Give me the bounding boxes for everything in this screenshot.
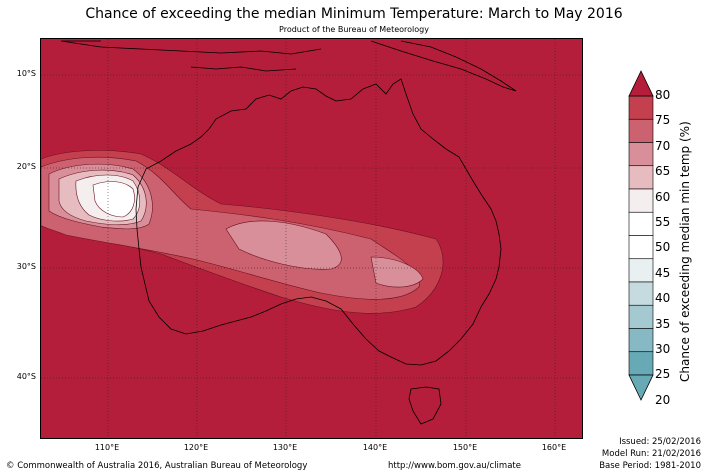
map-canvas: [41, 39, 582, 438]
colorbar-tick-60: 60: [655, 190, 671, 204]
indonesia-coastline: [60, 40, 322, 72]
lon-label-140e: 140°E: [362, 443, 388, 452]
colorbar-tick-35: 35: [655, 317, 671, 331]
colorbar-tick-55: 55: [655, 215, 671, 229]
map-subtitle: Product of the Bureau of Meteorology: [279, 25, 429, 34]
colorbar-tick-80: 80: [655, 88, 671, 102]
colorbar-tick-45: 45: [655, 266, 671, 280]
colorbar: [628, 70, 654, 401]
colorbar-tick-65: 65: [655, 164, 671, 178]
lat-label-40s: 40°S: [16, 372, 36, 381]
colorbar-bands: [628, 95, 654, 376]
source-url[interactable]: http://www.bom.gov.au/climate: [388, 461, 521, 471]
colorbar-tick-25: 25: [655, 367, 671, 381]
copyright-text: © Commonwealth of Australia 2016, Austra…: [6, 461, 308, 471]
contour-50: [92, 181, 135, 218]
lat-label-20s: 20°S: [16, 162, 36, 171]
colorbar-band-80: [628, 95, 654, 120]
new-guinea-coastline: [370, 40, 517, 92]
base-period: Base Period: 1981-2010: [599, 461, 701, 471]
mainland-coastline: [135, 78, 502, 366]
model-run-date: Model Run: 21/02/2016: [601, 449, 701, 459]
colorbar-tick-20: 20: [655, 393, 671, 407]
graticule: [41, 39, 582, 438]
colorbar-tick-40: 40: [655, 291, 671, 305]
lon-label-150e: 150°E: [452, 443, 478, 452]
colorbar-band-50: [628, 235, 654, 260]
colorbar-band-70: [628, 142, 654, 167]
colorbar-title: Chance of exceeding median min temp (%): [678, 121, 692, 382]
colorbar-tick-75: 75: [655, 113, 671, 127]
forecast-map: [40, 38, 583, 439]
colorbar-band-25: [628, 351, 654, 376]
lat-label-30s: 30°S: [16, 262, 36, 271]
colorbar-band-45: [628, 258, 654, 283]
colorbar-bottom-arrow: [628, 374, 654, 401]
lon-label-130e: 130°E: [272, 443, 298, 452]
lon-label-160e: 160°E: [541, 443, 567, 452]
colorbar-band-75: [628, 118, 654, 143]
colorbar-band-65: [628, 165, 654, 190]
lat-label-10s: 10°S: [16, 69, 36, 78]
lon-label-120e: 120°E: [183, 443, 209, 452]
coastline: [60, 40, 517, 425]
map-title: Chance of exceeding the median Minimum T…: [85, 6, 623, 22]
colorbar-band-60: [628, 188, 654, 213]
colorbar-top-arrow: [628, 70, 654, 97]
colorbar-tick-50: 50: [655, 240, 671, 254]
colorbar-band-40: [628, 281, 654, 306]
tasmania-coastline: [408, 386, 442, 425]
probability-contours: [41, 150, 444, 314]
issued-date: Issued: 25/02/2016: [619, 437, 701, 447]
colorbar-tick-30: 30: [655, 342, 671, 356]
colorbar-band-30: [628, 328, 654, 353]
colorbar-tick-70: 70: [655, 139, 671, 153]
colorbar-band-35: [628, 304, 654, 329]
colorbar-band-55: [628, 211, 654, 236]
lon-label-110e: 110°E: [94, 443, 120, 452]
